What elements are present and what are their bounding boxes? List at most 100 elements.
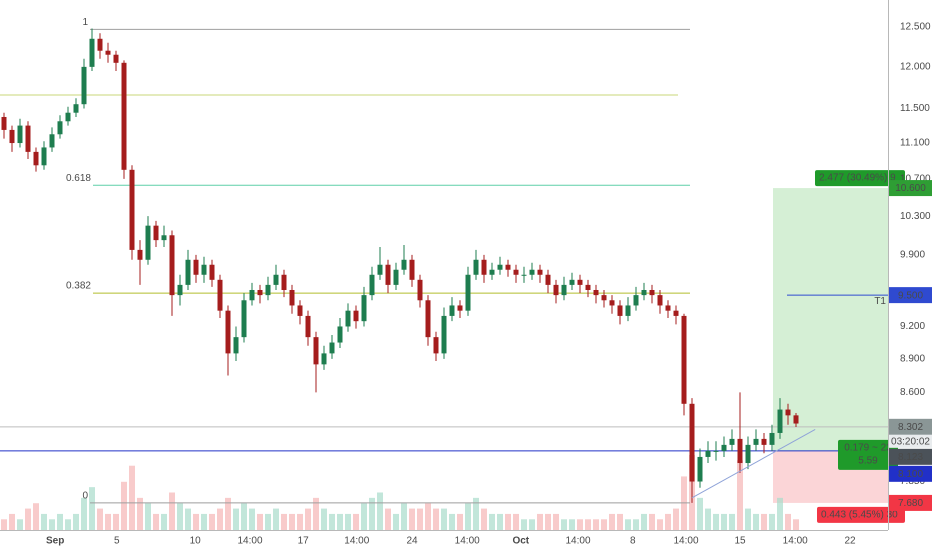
volume-bar — [305, 508, 311, 530]
candle-body — [417, 279, 423, 301]
volume-bar — [529, 519, 535, 530]
volume-bar — [297, 513, 303, 530]
volume-bar — [665, 513, 671, 530]
candle-body — [497, 264, 503, 270]
candle-body — [17, 125, 23, 144]
price-box — [889, 448, 932, 465]
fib-label: 1 — [82, 17, 88, 28]
target-label: 2.477 (30.49%) 9 — [819, 173, 896, 184]
volume-bar — [361, 503, 367, 530]
candle-body — [97, 38, 103, 51]
x-tick-label: 22 — [844, 536, 856, 547]
candle-body — [273, 274, 279, 285]
volume-bar — [49, 519, 55, 530]
volume-bar — [377, 492, 383, 530]
volume-bar — [601, 519, 607, 530]
volume-bar — [657, 519, 663, 530]
stop-label: 0.443 (5.45%) 30 — [821, 510, 898, 521]
volume-bar — [185, 508, 191, 530]
volume-bar — [777, 497, 783, 530]
candle-body — [249, 289, 255, 301]
volume-bar — [113, 513, 119, 530]
candle-body — [681, 315, 687, 404]
volume-bar — [497, 513, 503, 530]
volume-bar — [641, 513, 647, 530]
volume-bar — [329, 513, 335, 530]
volume-bar — [505, 513, 511, 530]
volume-bar — [769, 513, 775, 530]
y-tick-label: 12.500 — [900, 22, 931, 33]
candle-body — [209, 264, 215, 280]
candle-body — [769, 432, 775, 445]
candle-body — [545, 274, 551, 285]
candle-body — [145, 225, 151, 260]
candle-body — [73, 104, 79, 113]
volume-bar — [481, 508, 487, 530]
volume-bar — [697, 497, 703, 530]
candle-body — [313, 337, 319, 365]
t1-label: T1 — [874, 296, 886, 307]
volume-bar — [761, 513, 767, 530]
volume-bar — [353, 513, 359, 530]
volume-bar — [537, 513, 543, 530]
candle-body — [489, 269, 495, 275]
candle-body — [505, 264, 511, 270]
candle-body — [177, 284, 183, 296]
volume-bar — [649, 513, 655, 530]
candle-body — [305, 315, 311, 338]
candle-body — [777, 409, 783, 433]
volume-bar — [673, 508, 679, 530]
candle-body — [665, 305, 671, 311]
volume-bar — [737, 460, 743, 530]
candle-body — [345, 310, 351, 327]
price-box — [889, 465, 932, 482]
candle-body — [785, 409, 791, 416]
volume-bar — [233, 508, 239, 530]
volume-bar — [209, 513, 215, 530]
volume-bar — [369, 497, 375, 530]
center-label-box — [838, 439, 898, 470]
countdown: 03:20:02 — [891, 436, 930, 447]
candle-body — [697, 456, 703, 482]
candle-body — [449, 305, 455, 316]
x-tick-label: Sep — [46, 536, 64, 547]
y-tick-label: 12.000 — [900, 62, 931, 73]
candle-body — [561, 284, 567, 296]
volume-bar — [57, 513, 63, 530]
candle-body — [265, 284, 271, 296]
volume-bar — [473, 497, 479, 530]
volume-bar — [73, 513, 79, 530]
volume-bar — [289, 513, 295, 530]
trend-line — [691, 428, 816, 499]
y-tick-label: 10.700 — [900, 174, 931, 185]
y-tick-label: 10.300 — [900, 211, 931, 222]
volume-bar — [225, 497, 231, 530]
x-tick-label: 8 — [630, 536, 636, 547]
candle-body — [185, 259, 191, 285]
volume-bar — [617, 513, 623, 530]
volume-bar — [321, 508, 327, 530]
candle-body — [1, 116, 7, 130]
volume-bar — [585, 519, 591, 530]
volume-bar — [201, 513, 207, 530]
candle-body — [81, 66, 87, 105]
volume-bar — [65, 519, 71, 530]
candle-body — [321, 353, 327, 365]
candle-body — [673, 310, 679, 316]
candle-body — [473, 259, 479, 275]
candle-body — [33, 151, 39, 166]
price-box — [889, 287, 932, 304]
candle-body — [625, 305, 631, 316]
candle-body — [233, 337, 239, 354]
volume-bar — [129, 465, 135, 530]
y-tick-label: 9.200 — [900, 321, 925, 332]
candle-body — [753, 438, 759, 445]
volume-bar — [785, 513, 791, 530]
candle-body — [577, 279, 583, 285]
price-box-label: 8.302 — [898, 422, 923, 433]
y-tick-label: 8.600 — [900, 387, 925, 398]
volume-bar — [41, 513, 47, 530]
candle-body — [377, 264, 383, 275]
candle-body — [193, 259, 199, 275]
candle-body — [385, 264, 391, 285]
